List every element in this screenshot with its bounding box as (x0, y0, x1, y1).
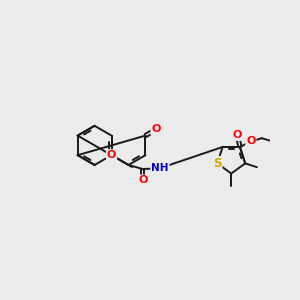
Text: O: O (233, 130, 242, 140)
Text: O: O (246, 136, 256, 146)
Text: NH: NH (151, 163, 169, 173)
Text: O: O (107, 150, 116, 160)
Text: O: O (152, 124, 161, 134)
Text: O: O (138, 176, 148, 185)
Text: S: S (213, 157, 221, 170)
